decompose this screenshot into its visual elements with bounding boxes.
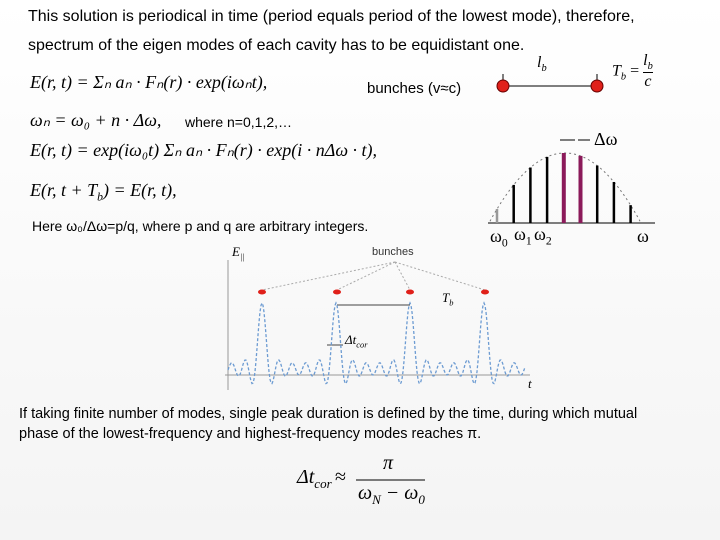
label-main: ω — [534, 224, 546, 244]
field-bunch — [481, 289, 489, 295]
field-duration-label: Δtcor — [345, 332, 368, 350]
eq-part: E(r, t + T — [30, 180, 98, 200]
bunch-dot — [496, 79, 510, 93]
title-line: This solution is periodical in time (per… — [28, 8, 635, 25]
label-sub: 1 — [525, 234, 532, 248]
spectrum-tick: ω1 — [514, 224, 532, 248]
formula-numerator: π — [383, 452, 394, 474]
field-bunch — [406, 289, 414, 295]
label-main: ω — [358, 482, 373, 504]
period-formula: Tb = lb c — [612, 52, 653, 91]
conclusion-line: phase of the lowest-frequency and highes… — [19, 426, 482, 442]
spectrum-tick: ω2 — [534, 224, 552, 248]
numerator: lb — [643, 52, 653, 74]
bunches-label: bunches (v≈c) — [367, 80, 462, 97]
label-sub: b — [449, 297, 454, 308]
field-plot — [225, 260, 530, 390]
bunch-dot — [590, 79, 604, 93]
equation: ωₙ = ω₀ + n · Δω, — [30, 110, 162, 130]
label-main: T — [612, 62, 621, 80]
formula-op: ≈ — [335, 466, 346, 488]
field-bunches-label: bunches — [372, 246, 414, 258]
label-main: l — [643, 52, 648, 69]
label-sub: || — [239, 251, 245, 262]
spectrum-spacing: Δω — [594, 129, 618, 149]
label-sub: cor — [314, 476, 332, 491]
label-sub: b — [620, 71, 627, 83]
label-sub: b — [647, 61, 653, 73]
label-main: T — [442, 290, 450, 305]
conclusion-line: If taking finite number of modes, single… — [19, 406, 638, 422]
spacing-label: lb — [537, 54, 547, 74]
label-main: Δt — [345, 332, 357, 347]
label-sub: b — [541, 63, 547, 75]
spectrum-axis-label: ω — [637, 226, 649, 246]
formula-lhs: Δtcor — [297, 466, 332, 492]
equation: E(r, t + Tb) = E(r, t), — [30, 180, 177, 204]
field-bunch — [258, 289, 266, 295]
label-main: Δt — [297, 466, 315, 488]
label-sub: N — [372, 492, 381, 507]
equation: E(r, t) = Σₙ aₙ · Fₙ(r) · exp(iωₙt), — [30, 72, 268, 92]
label-sub: cor — [356, 339, 368, 350]
label-main: − ω — [380, 482, 419, 504]
denominator: c — [644, 73, 652, 91]
fraction: lb c — [643, 52, 653, 91]
equation: E(r, t) = exp(iω₀t) Σₙ aₙ · Fₙ(r) · exp(… — [30, 140, 378, 160]
bunch-pointer — [394, 261, 486, 291]
where-text: where n=0,1,2,… — [185, 114, 293, 130]
spectrum — [488, 139, 655, 224]
field-axis-label: t — [528, 376, 532, 391]
formula-denominator: ωN − ω0 — [358, 482, 425, 508]
title-line: spectrum of the eigen modes of each cavi… — [28, 37, 525, 54]
eq-sign: = — [630, 62, 640, 80]
label-main: l — [537, 54, 542, 71]
note: Here ω₀/Δω=p/q, where p and q are arbitr… — [32, 218, 369, 234]
eq-part: ) = E(r, t), — [103, 180, 177, 200]
field-wave — [227, 301, 526, 385]
bunch-pointer — [394, 261, 411, 291]
spectrum-tick: ω0 — [490, 226, 508, 250]
label-main: ω — [514, 224, 526, 244]
label-sub: 0 — [501, 236, 508, 250]
label-main: ω — [490, 226, 502, 246]
field-period-label: Tb — [442, 290, 453, 308]
field-label: E|| — [232, 244, 245, 262]
label-main: E — [232, 244, 240, 259]
bunch-pointer — [261, 261, 396, 291]
eq-sub: b — [97, 190, 104, 204]
label-sub: 2 — [545, 234, 552, 248]
bunch-pointer — [336, 261, 396, 291]
label-sub: 0 — [418, 492, 425, 507]
field-bunch — [333, 289, 341, 295]
